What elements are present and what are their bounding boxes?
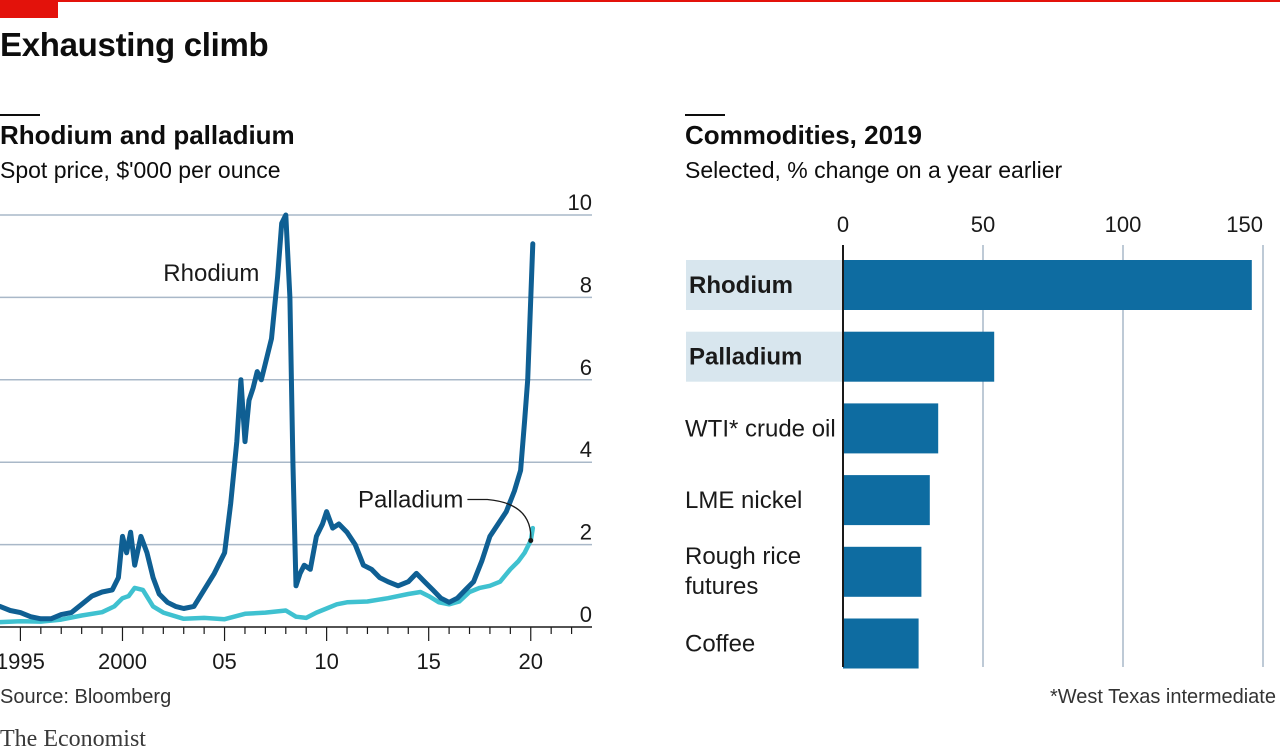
x-tick-label-100: 100 — [1105, 212, 1142, 237]
annotation-palladium: Palladium — [358, 487, 463, 514]
brand-logo: The Economist — [0, 726, 146, 752]
palladium-leader-dot — [528, 537, 534, 543]
bar-1 — [843, 331, 995, 382]
annotation-rhodium: Rhodium — [163, 260, 259, 287]
category-label-2: WTI* crude oil — [685, 415, 836, 442]
category-label-3: LME nickel — [685, 487, 802, 514]
category-label-line: Rhodium — [689, 272, 793, 299]
series-line-palladium — [0, 525, 536, 625]
x-tick-label-150: 150 — [1226, 212, 1263, 237]
x-tick-label-2005: 05 — [212, 649, 236, 674]
bar-5 — [843, 618, 919, 669]
line-chart: 0 2 4 6 8 10 1995 2000 05 10 15 20 Rhodium Palladium — [0, 190, 592, 674]
palladium-leader-line — [467, 498, 532, 541]
x-tick-label-0: 0 — [837, 212, 849, 237]
y-tick-label-4: 4 — [580, 437, 592, 462]
red-tag-logo — [0, 0, 58, 18]
y-tick-label-0: 0 — [580, 602, 592, 627]
category-label-line: Palladium — [689, 344, 802, 371]
category-label-1: Palladium — [689, 344, 802, 371]
y-tick-label-8: 8 — [580, 272, 592, 297]
y-tick-label-10: 10 — [568, 190, 592, 215]
x-tick-label-2010: 10 — [314, 649, 338, 674]
bar-3 — [843, 475, 930, 526]
category-label-5: Coffee — [685, 631, 755, 658]
source-note: Source: Bloomberg — [0, 686, 172, 708]
right-chart-subtitle: Selected, % change on a year earlier — [685, 157, 1063, 183]
category-label-line: Coffee — [685, 631, 755, 658]
footnote: *West Texas intermediate — [1049, 686, 1276, 708]
left-chart-title: Rhodium and palladium — [0, 120, 295, 150]
y-tick-label-2: 2 — [580, 520, 592, 545]
left-chart-subtitle: Spot price, $'000 per ounce — [0, 157, 281, 183]
category-label-line: LME nickel — [685, 487, 802, 514]
x-tick-label-2020: 20 — [519, 649, 543, 674]
category-label-0: Rhodium — [689, 272, 793, 299]
category-label-line: Rough rice — [685, 543, 801, 570]
left-panel-rule — [0, 114, 40, 116]
x-tick-label-2000: 2000 — [98, 649, 147, 674]
bar-0 — [843, 260, 1252, 310]
right-chart-title: Commodities, 2019 — [685, 120, 922, 150]
right-panel-rule — [685, 114, 725, 116]
x-tick-label-50: 50 — [971, 212, 995, 237]
headline: Exhausting climb — [0, 26, 269, 63]
bar-4 — [843, 546, 922, 597]
x-tick-label-1995: 1995 — [0, 649, 45, 674]
bar-2 — [843, 403, 939, 454]
row-highlight-1 — [686, 331, 843, 382]
row-highlight-0 — [686, 260, 843, 310]
series-line-rhodium — [0, 212, 536, 622]
x-tick-label-2015: 15 — [416, 649, 440, 674]
category-label-line: WTI* crude oil — [685, 415, 836, 442]
category-label-line: futures — [685, 573, 758, 600]
bar-chart: 0 50 100 150 Rhodium Palladium WTI* crude oil L… — [685, 212, 1264, 669]
category-label-4: Rough rice futures — [685, 543, 801, 600]
y-tick-label-6: 6 — [580, 355, 592, 380]
top-accent-line — [0, 0, 1280, 2]
